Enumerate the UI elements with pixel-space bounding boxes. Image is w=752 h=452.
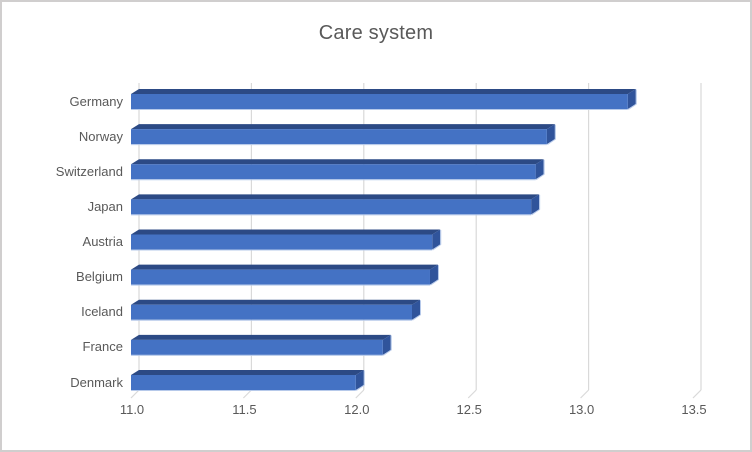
category-label-belgium: Belgium [76, 269, 123, 285]
category-label-denmark: Denmark [70, 374, 123, 390]
x-axis-tick-label: 12.5 [456, 402, 482, 417]
bar-iceland[interactable] [131, 299, 421, 321]
bar-belgium[interactable] [131, 264, 439, 286]
bar-austria[interactable] [131, 229, 442, 251]
category-label-germany: Germany [69, 93, 123, 109]
category-label-iceland: Iceland [81, 304, 123, 320]
bar-japan[interactable] [131, 194, 541, 216]
gridline [580, 83, 590, 399]
bar-germany[interactable] [131, 89, 637, 110]
bar-denmark[interactable] [131, 370, 365, 391]
bar-switzerland[interactable] [131, 159, 545, 181]
x-axis-tick-label: 12.0 [344, 402, 370, 417]
x-axis-tick-label: 13.0 [568, 402, 595, 417]
gridline [692, 83, 702, 399]
chart-title: Care system [318, 22, 434, 44]
bar-france[interactable] [131, 334, 392, 356]
category-label-japan: Japan [87, 198, 123, 214]
x-axis-tick-label: 13.5 [681, 402, 707, 417]
category-label-austria: Austria [82, 234, 123, 249]
x-axis-tick-label: 11.0 [119, 402, 145, 417]
category-label-norway: Norway [78, 128, 123, 144]
bar-norway[interactable] [131, 124, 556, 146]
x-axis-tick-label: 11.5 [232, 402, 257, 417]
category-label-france: France [82, 339, 123, 355]
category-label-switzerland: Switzerland [55, 163, 123, 179]
